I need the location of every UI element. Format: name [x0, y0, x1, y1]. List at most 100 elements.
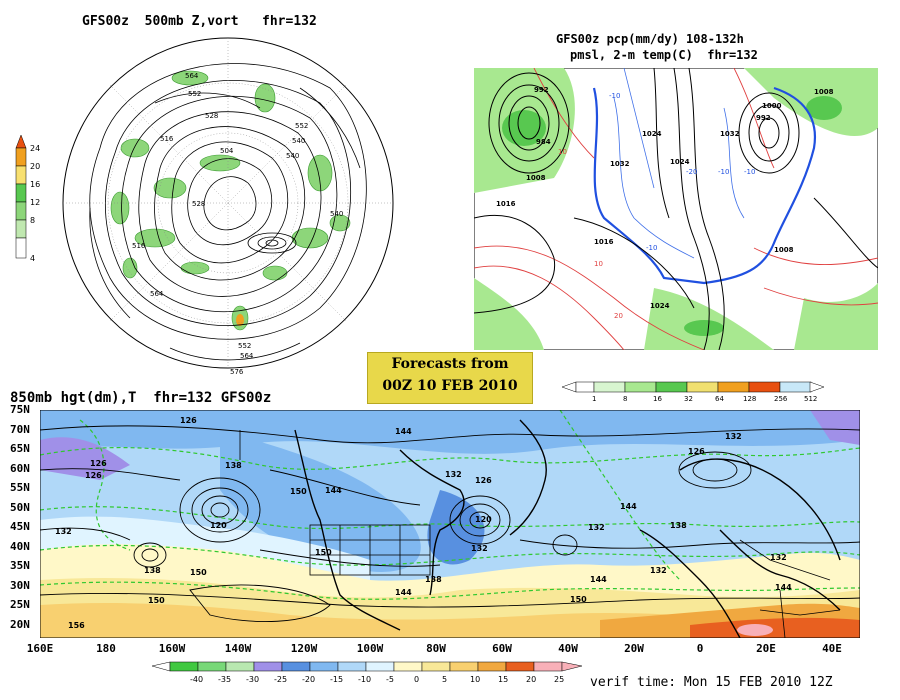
temp-color-swatch: [169, 661, 199, 672]
vort-tick: 12: [30, 198, 40, 207]
temp-color-swatch: [225, 661, 255, 672]
height-label: 132: [770, 553, 787, 562]
temp-blue-lines: [613, 68, 745, 259]
lat-tick: 65N: [10, 442, 30, 455]
lon-tick: 80W: [426, 642, 446, 655]
precip-color-swatch: [624, 381, 657, 393]
temp-label: 20: [614, 312, 623, 320]
lon-tick: 160E: [26, 642, 54, 655]
height-label: 132: [55, 527, 72, 536]
contour-label: 564: [240, 352, 254, 360]
contour-label: 528: [192, 200, 205, 208]
vort-tick: 20: [30, 162, 40, 171]
vort-tick: 8: [30, 216, 35, 225]
precip-color-swatch: [717, 381, 750, 393]
isobar-label: 1032: [720, 130, 740, 138]
lon-tick: 20W: [624, 642, 644, 655]
precip-tick: 256: [774, 395, 788, 403]
lat-tick: 25N: [10, 598, 30, 611]
temp-label: -10: [718, 168, 729, 176]
height-label: 150: [570, 595, 587, 604]
temp-label: 10: [558, 148, 567, 156]
temp-tick: 0: [414, 675, 419, 684]
isobar-label: 1024: [670, 158, 690, 166]
isobar-label: 984: [536, 138, 551, 146]
lat-tick: 55N: [10, 481, 30, 494]
lat-tick: 60N: [10, 461, 30, 475]
isobar-labels: 992 984 1008 1016 1024 1024 1032 1032 10…: [496, 86, 834, 310]
map-850mb: 126 138 126 120 132 144 144 150 138 150 …: [40, 410, 860, 638]
isobar-label: 1008: [774, 246, 794, 254]
lon-tick: 120W: [290, 642, 318, 655]
height-label: 132: [588, 523, 605, 532]
lon-tick: 40E: [822, 642, 842, 655]
temp-tick: -35: [218, 675, 231, 684]
lon-tick: 40W: [558, 642, 578, 655]
precip-tick: 128: [743, 395, 756, 403]
precip-tick: 512: [804, 395, 817, 403]
temp-color-swatch: [449, 661, 479, 672]
temp-tick: -10: [358, 675, 371, 684]
height-label: 132: [445, 470, 462, 479]
pmsl-precip-map: 992 984 1008 1016 1024 1024 1032 1032 10…: [474, 68, 878, 350]
panel-pop-title-1: GFS00z pcp(mm/dy) 108-132h: [556, 32, 744, 46]
precip-colorbar: 1 8 16 32 64 128 256 512: [561, 381, 825, 403]
isobar-label: 992: [756, 114, 771, 122]
isobar-label: 1008: [814, 88, 834, 96]
lon-tick: 140W: [224, 642, 252, 655]
height-label: 132: [650, 566, 667, 575]
contour-label: 552: [238, 342, 251, 350]
height-label: 144: [590, 575, 607, 584]
temp-colorbar: -40 -35 -30 -25 -20 -15 -10 -5 0 5 10 15 20 25: [151, 661, 583, 684]
temp-tick: 20: [526, 675, 536, 684]
vort-tick: 16: [30, 180, 40, 189]
height-label: 156: [68, 621, 85, 630]
forecast-line-1: Forecasts from: [391, 356, 509, 372]
height-label: 126: [688, 447, 705, 456]
precip-tick: 8: [623, 395, 627, 403]
height-label: 120: [475, 515, 492, 524]
temp-tick: 10: [470, 675, 480, 684]
height-label: 150: [315, 548, 332, 557]
height-label: 126: [475, 476, 492, 485]
isobar-label: 1000: [762, 102, 782, 110]
lat-tick: 45N: [10, 520, 30, 533]
height-label: 138: [425, 575, 442, 584]
isobar-label: 1008: [526, 174, 546, 182]
contour-label: 564: [150, 290, 164, 298]
lon-tick: 0: [696, 642, 704, 655]
height-label: 126: [90, 459, 107, 468]
height-label: 138: [670, 521, 687, 530]
isobar-label: 1024: [642, 130, 662, 138]
lon-tick: 160W: [158, 642, 186, 655]
temp-color-swatch: [309, 661, 339, 672]
precip-tick: 1: [592, 395, 596, 403]
height-label: 150: [290, 487, 307, 496]
precip-tick: 64: [715, 395, 724, 403]
temp-color-swatch: [365, 661, 395, 672]
contour-label: 540: [286, 152, 299, 160]
vort-tick: 24: [30, 144, 40, 153]
height-label: 126: [85, 471, 102, 480]
height-label: 126: [180, 416, 197, 425]
height-label: 138: [225, 461, 242, 470]
temp-tick: 25: [554, 675, 564, 684]
height-label: 144: [395, 588, 412, 597]
vort-colorbar: 24 20 16 12 8 4: [15, 134, 40, 263]
contour-label: 540: [330, 210, 343, 218]
height-label: 138: [144, 566, 161, 575]
temp-tick: 15: [498, 675, 508, 684]
temp-label: 10: [594, 260, 603, 268]
contour-label: 516: [160, 135, 174, 143]
temp-labels: -10 -20 -10 10 -10 -10 10 20: [558, 92, 755, 320]
lat-tick: 35N: [10, 559, 30, 572]
precip-color-swatch: [655, 381, 688, 393]
isobar-label: 1016: [594, 238, 614, 246]
height-labels: 126 138 126 120 132 144 144 150 138 150 …: [55, 416, 792, 630]
lat-tick: 30N: [10, 578, 30, 592]
temp-color-swatch: [197, 661, 227, 672]
isobar-label: 992: [534, 86, 549, 94]
contour-label-group: 564 552 540 528 516 504 528 540 552 564 …: [132, 72, 343, 376]
isobar-label: 1024: [650, 302, 670, 310]
temp-color-swatch: [505, 661, 535, 672]
